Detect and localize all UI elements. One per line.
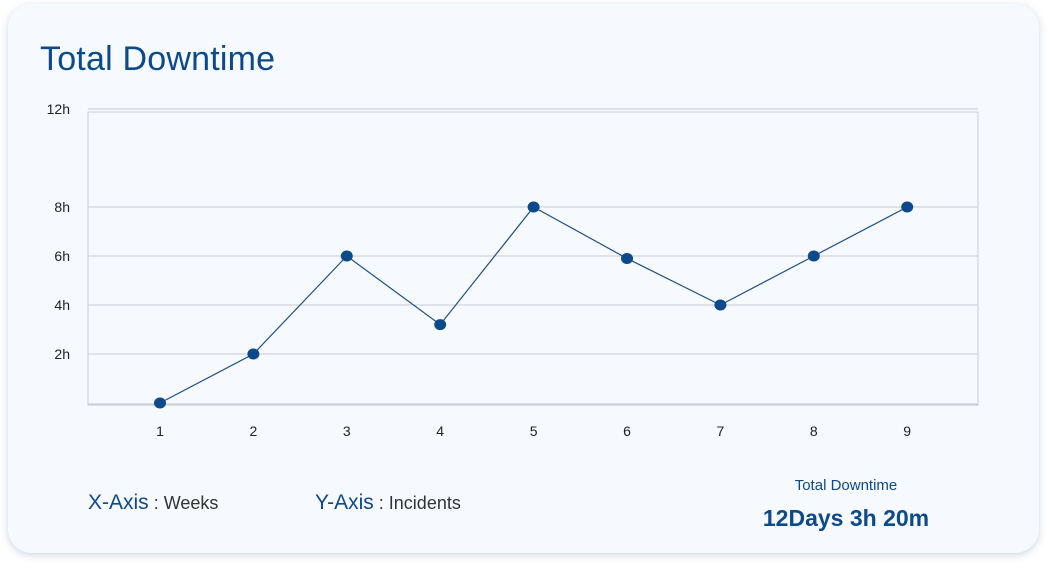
y-tick-label: 2h bbox=[54, 346, 70, 362]
y-tick-label: 6h bbox=[54, 248, 70, 264]
data-point bbox=[340, 250, 353, 262]
x-tick-label: 3 bbox=[343, 423, 351, 439]
data-point bbox=[154, 397, 166, 409]
downtime-card bbox=[8, 4, 1039, 553]
x-tick-label: 1 bbox=[156, 423, 164, 439]
x-axis-separator: : bbox=[153, 493, 159, 513]
data-point bbox=[527, 201, 540, 213]
data-point bbox=[714, 299, 727, 311]
x-axis-note: X-Axis : Weeks bbox=[88, 491, 218, 515]
x-tick-label: 2 bbox=[250, 423, 258, 439]
page-title: Total Downtime bbox=[40, 40, 276, 78]
total-downtime-caption: Total Downtime bbox=[794, 477, 898, 494]
x-tick-label: 6 bbox=[623, 423, 631, 439]
x-tick-label: 5 bbox=[530, 423, 538, 439]
y-axis-key: Y-Axis bbox=[315, 491, 374, 514]
y-axis-value: Incidents bbox=[388, 493, 461, 513]
data-point bbox=[434, 319, 447, 331]
y-axis-separator: : bbox=[378, 493, 384, 513]
x-tick-label: 4 bbox=[436, 423, 444, 439]
x-axis-value: Weeks bbox=[163, 493, 219, 513]
data-point bbox=[247, 348, 260, 360]
data-point bbox=[621, 252, 633, 264]
x-axis-key: X-Axis bbox=[88, 491, 149, 514]
x-tick-label: 8 bbox=[810, 423, 818, 439]
y-tick-label: 8h bbox=[54, 199, 70, 215]
data-point bbox=[901, 201, 914, 213]
data-point bbox=[807, 250, 820, 262]
total-downtime-value: 12Days 3h 20m bbox=[762, 505, 930, 531]
plot-area bbox=[87, 111, 979, 406]
y-tick-label: 4h bbox=[54, 297, 70, 313]
x-tick-label: 7 bbox=[717, 423, 725, 439]
y-tick-label: 12h bbox=[47, 101, 70, 117]
x-tick-label: 9 bbox=[903, 423, 911, 439]
y-axis-note: Y-Axis : Incidents bbox=[315, 491, 461, 515]
